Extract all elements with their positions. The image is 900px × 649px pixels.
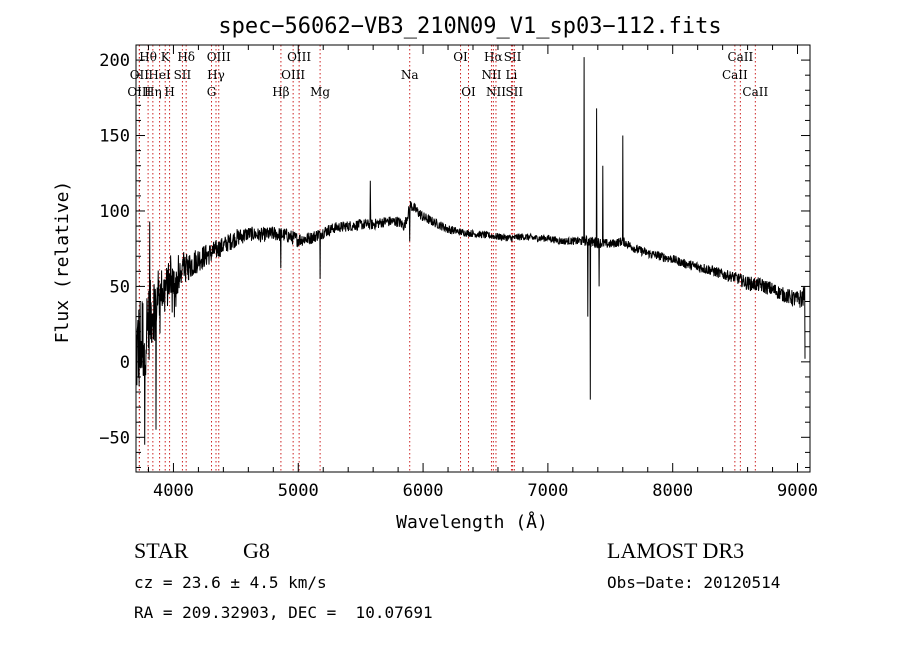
y-axis-label: Flux (relative) — [52, 181, 73, 344]
spectrum-trace — [135, 57, 806, 445]
spectral-line-label: OI — [453, 50, 468, 64]
y-tick-label: 50 — [110, 277, 130, 297]
obs-date: Obs−Date: 20120514 — [607, 573, 781, 592]
y-tick-label: 200 — [99, 51, 130, 71]
y-tick-label: 0 — [120, 353, 130, 373]
x-axis-label: Wavelength (Å) — [396, 511, 548, 533]
spectral-line-label: NII — [486, 85, 506, 99]
y-tick-label: 100 — [99, 202, 130, 222]
spectral-line-label: OIII — [281, 68, 305, 82]
redshift-readout: cz = 23.6 ± 4.5 km/s — [134, 573, 327, 592]
spectral-line-label: CaII — [722, 68, 748, 82]
x-tick-label: 5000 — [278, 481, 319, 501]
y-tick-label: 150 — [99, 127, 130, 147]
spectral-line-label: K — [161, 50, 171, 64]
spectral-line-label: CaII — [742, 85, 768, 99]
spectral-line-label: Hθ — [139, 50, 157, 64]
survey-label: LAMOST DR3 — [607, 538, 745, 563]
spectral-line-label: OIII — [207, 50, 231, 64]
x-tick-label: 4000 — [153, 481, 194, 501]
spectral-line-label: Na — [401, 68, 419, 82]
axes: 4000 5000 6000 7000 8000 9000 −50 0 50 100 150 200 — [99, 44, 818, 501]
spectral-line-label: OIII — [127, 85, 151, 99]
spectral-line-label: SII — [505, 85, 523, 99]
spectral-line-label: NII — [481, 68, 501, 82]
spectral-line-label: CaII — [727, 50, 753, 64]
object-class: STAR — [134, 538, 189, 563]
spectral-line-label: Hδ — [177, 50, 195, 64]
spectral-line-label: OI — [461, 85, 476, 99]
x-tick-label: 7000 — [527, 481, 568, 501]
spectral-line-markers: HθOIIOIIIKHeIHηHδSIIHOIIIHγGOIIIOIIIHβMg… — [127, 45, 768, 472]
coordinates-readout: RA = 209.32903, DEC = 10.07691 — [134, 603, 433, 622]
chart-title: spec−56062−VB3_210N09_V1_sp03−112.fits — [218, 14, 721, 39]
spectral-line-label: SII — [174, 68, 192, 82]
spectral-line-label: Hβ — [272, 85, 289, 99]
spectrum-path — [135, 57, 806, 445]
spectral-line-label: Hγ — [207, 68, 225, 82]
x-tick-label: 9000 — [777, 481, 818, 501]
x-tick-label: 8000 — [652, 481, 693, 501]
spectral-line-label: Mg — [310, 85, 330, 99]
spectral-line-label: Li — [506, 68, 518, 82]
spectral-line-label: HeI — [148, 68, 171, 82]
object-subclass: G8 — [243, 538, 270, 563]
spectral-line-label: Hη — [144, 85, 162, 99]
spectral-line-label: H — [164, 85, 174, 99]
spectral-line-label: G — [207, 85, 217, 99]
x-tick-label: 6000 — [403, 481, 444, 501]
y-tick-label: −50 — [99, 428, 130, 448]
spectral-line-label: Hα — [484, 50, 503, 64]
plot-frame — [135, 44, 811, 473]
spectral-line-label: OIII — [287, 50, 311, 64]
spectral-line-label: SII — [504, 50, 522, 64]
